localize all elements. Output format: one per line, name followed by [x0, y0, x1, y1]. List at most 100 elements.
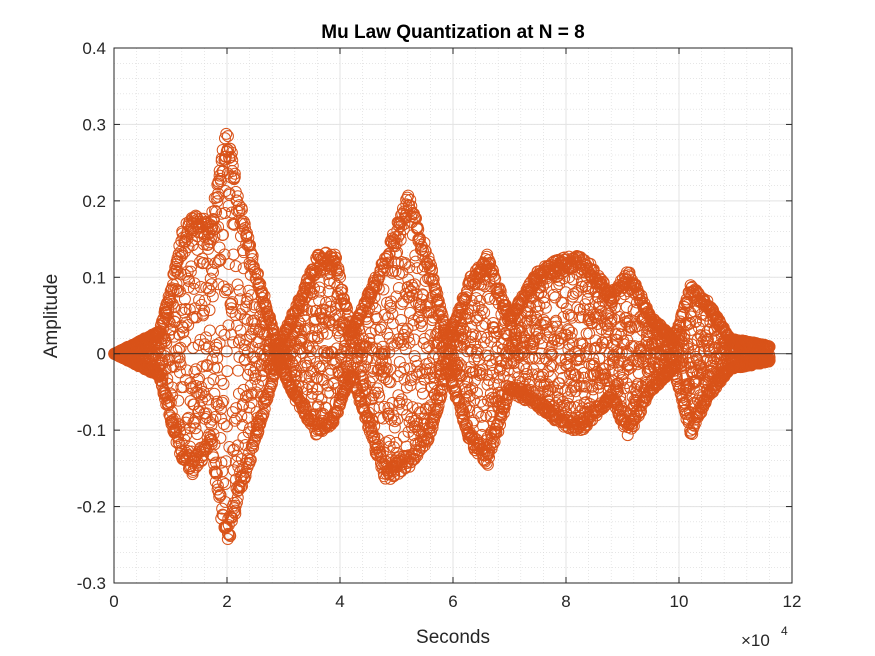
data-point [356, 372, 369, 385]
data-point [192, 405, 205, 418]
data-point [203, 304, 216, 317]
data-point [164, 396, 177, 409]
data-point [254, 410, 267, 423]
data-point [217, 476, 230, 489]
data-point [212, 399, 225, 412]
data-point [198, 294, 211, 307]
data-point [702, 340, 715, 353]
data-point [411, 262, 424, 275]
axis-ticks [113, 47, 793, 584]
data-point [215, 456, 228, 469]
data-point [494, 285, 507, 298]
data-point [375, 321, 388, 334]
data-point [577, 371, 590, 384]
data-point [521, 314, 534, 327]
data-point [431, 293, 444, 306]
data-point [467, 414, 480, 427]
data-point [372, 282, 385, 295]
data-point [190, 311, 203, 324]
data-point [232, 205, 245, 218]
data-point [455, 359, 468, 372]
data-point [394, 233, 407, 246]
data-point [220, 127, 233, 140]
x-tick-label: 0 [109, 592, 118, 611]
data-point [188, 302, 201, 315]
data-point [245, 248, 258, 261]
data-point [538, 296, 551, 309]
data-point [546, 320, 559, 333]
data-point [578, 379, 591, 392]
data-point [170, 344, 183, 357]
data-point [168, 301, 181, 314]
data-point [436, 314, 449, 327]
data-point [310, 428, 323, 441]
data-point [234, 324, 247, 337]
data-point [351, 361, 364, 374]
data-point [463, 390, 476, 403]
data-point [296, 330, 309, 343]
data-point [196, 252, 209, 265]
data-point [199, 390, 212, 403]
data-point [404, 284, 417, 297]
data-point [580, 350, 593, 363]
data-point [562, 323, 575, 336]
data-point [239, 470, 252, 483]
data-point [214, 403, 227, 416]
data-point [550, 280, 563, 293]
data-point [679, 386, 692, 399]
data-point [316, 327, 329, 340]
data-point [400, 381, 413, 394]
data-point [207, 213, 220, 226]
data-point [613, 404, 626, 417]
data-point [371, 382, 384, 395]
data-point [373, 445, 386, 458]
data-point [417, 435, 430, 448]
data-point [225, 146, 238, 159]
data-point [259, 395, 272, 408]
data-point [416, 288, 429, 301]
data-point [175, 249, 188, 262]
data-point [600, 374, 613, 387]
data-point [214, 412, 227, 425]
data-point [562, 308, 575, 321]
data-point [453, 323, 466, 336]
data-point [470, 387, 483, 400]
y-tick-label: 0.2 [82, 192, 106, 211]
data-point [284, 349, 297, 362]
data-point [228, 167, 241, 180]
data-point [163, 329, 176, 342]
data-point [222, 319, 235, 332]
y-tick-label: 0.1 [82, 268, 106, 287]
data-point [304, 276, 317, 289]
data-point [306, 387, 319, 400]
data-point [566, 338, 579, 351]
data-point [194, 333, 207, 346]
data-point [389, 265, 402, 278]
data-point [595, 305, 608, 318]
data-point [564, 368, 577, 381]
data-point [634, 346, 647, 359]
data-point [338, 293, 351, 306]
data-point [219, 286, 232, 299]
data-point [321, 379, 334, 392]
data-point [466, 382, 479, 395]
data-point [230, 412, 243, 425]
data-point [457, 404, 470, 417]
data-point [488, 435, 501, 448]
data-point [175, 303, 188, 316]
data-point [257, 407, 270, 420]
data-point [244, 453, 257, 466]
data-point [371, 432, 384, 445]
data-point [457, 333, 470, 346]
data-point [493, 283, 506, 296]
data-point [501, 357, 514, 370]
data-point [522, 351, 535, 364]
data-point [228, 414, 241, 427]
data-point [188, 398, 201, 411]
data-point [392, 389, 405, 402]
data-point [235, 470, 248, 483]
data-point [473, 367, 486, 380]
data-point [306, 287, 319, 300]
data-point [494, 418, 506, 431]
data-point [415, 240, 428, 253]
